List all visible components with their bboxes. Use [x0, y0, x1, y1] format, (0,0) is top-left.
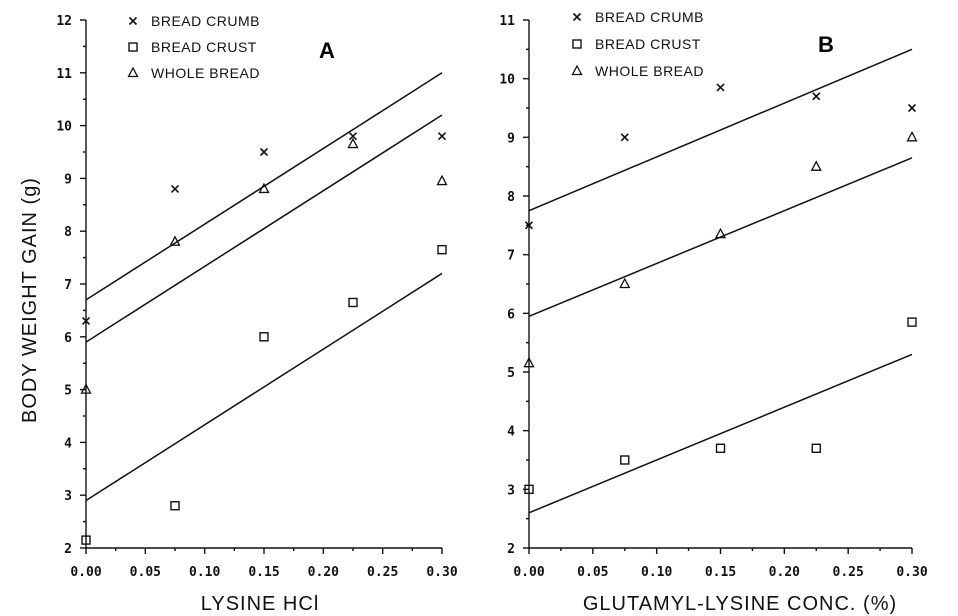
- x-tick-label: 0.15: [248, 565, 279, 580]
- x-tick-label: 0.05: [577, 565, 608, 580]
- x-tick-label: 0.10: [189, 565, 220, 580]
- x-tick-label: 0.20: [308, 565, 339, 580]
- y-tick-label: 2: [64, 542, 72, 557]
- data-point-bread-crumb: [524, 221, 534, 230]
- panel-a: 2 3 4 5 6 7 8 9 10 11 12 0.00 0.05 0.10 0.15 0.20 0.25 0.…: [56, 13, 457, 615]
- data-point-whole-bread: [523, 356, 535, 368]
- legend-label-bread-crust: BREAD CRUST: [595, 36, 701, 52]
- x-tick-label: 0.30: [426, 565, 457, 580]
- x-tick-label: 0.15: [705, 565, 736, 580]
- data-point-bread-crust: [715, 443, 726, 453]
- y-tick-label: 5: [507, 366, 515, 381]
- y-tick-label: 8: [507, 190, 515, 205]
- x-axis-label: LYSINE HCl: [201, 593, 320, 615]
- y-tick-label: 3: [507, 483, 515, 498]
- legend-label-whole-bread: WHOLE BREAD: [595, 63, 704, 79]
- x-tick-label: 0.25: [367, 565, 398, 580]
- legend-marker-whole-bread: [127, 66, 139, 78]
- data-point-whole-bread: [80, 383, 92, 394]
- y-tick-label: 9: [64, 172, 72, 187]
- y-tick-label: 10: [499, 73, 515, 88]
- panel-letter: B: [818, 32, 834, 57]
- x-axis-label: GLUTAMYL-LYSINE CONC. (%): [583, 593, 897, 615]
- data-point-bread-crust: [170, 501, 180, 511]
- fit-line-bread-crumb: [528, 48, 913, 212]
- data-point-bread-crumb: [907, 103, 917, 113]
- y-tick-label: 7: [507, 249, 515, 264]
- legend-label-whole-bread: WHOLE BREAD: [151, 65, 260, 81]
- data-point-bread-crust: [81, 535, 91, 545]
- x-tick-label: 0.30: [896, 565, 927, 580]
- legend-marker-bread-crumb: [572, 12, 582, 22]
- data-point-bread-crust: [907, 317, 917, 327]
- legend-marker-bread-crust: [128, 42, 138, 52]
- legend-marker-bread-crust: [572, 39, 582, 49]
- data-point-whole-bread: [436, 174, 448, 186]
- data-point-whole-bread: [169, 235, 181, 246]
- legend-label-bread-crumb: BREAD CRUMB: [595, 9, 704, 25]
- y-tick-label: 2: [507, 542, 515, 557]
- data-point-bread-crust: [348, 297, 358, 308]
- legend-label-bread-crust: BREAD CRUST: [151, 39, 257, 55]
- fit-line-whole-bread: [85, 114, 443, 343]
- data-point-whole-bread: [810, 160, 822, 171]
- y-axis-label: BODY WEIGHT GAIN (g): [19, 177, 41, 423]
- fit-line-bread-crust: [85, 272, 443, 502]
- data-point-bread-crust: [437, 244, 447, 255]
- data-point-bread-crumb: [716, 83, 725, 92]
- data-point-bread-crumb: [620, 133, 629, 142]
- x-tick-label: 0.20: [769, 565, 800, 580]
- legend-marker-whole-bread: [571, 64, 583, 76]
- data-point-bread-crust: [811, 443, 821, 453]
- x-tick-label: 0.00: [70, 565, 101, 580]
- y-tick-label: 6: [64, 331, 72, 346]
- legend-label-bread-crumb: BREAD CRUMB: [151, 13, 260, 29]
- data-point-whole-bread: [714, 227, 727, 239]
- y-tick-label: 4: [507, 425, 515, 440]
- y-tick-label: 7: [64, 278, 72, 293]
- data-point-bread-crumb: [81, 316, 91, 326]
- data-point-bread-crust: [524, 484, 534, 495]
- data-point-bread-crumb: [812, 92, 821, 101]
- y-tick-label: 10: [56, 120, 72, 135]
- data-point-bread-crumb: [259, 147, 269, 157]
- x-tick-label: 0.05: [130, 565, 161, 580]
- fit-line-bread-crust: [528, 353, 913, 514]
- x-tick-label: 0.25: [833, 565, 864, 580]
- data-point-whole-bread: [347, 137, 359, 149]
- data-point-bread-crust: [259, 332, 269, 342]
- data-point-bread-crumb: [348, 132, 358, 141]
- y-tick-label: 8: [64, 225, 72, 240]
- y-tick-label: 5: [64, 384, 72, 399]
- data-point-bread-crumb: [170, 184, 180, 194]
- data-point-whole-bread: [258, 182, 270, 194]
- fit-line-bread-crumb: [85, 72, 443, 301]
- x-tick-label: 0.00: [513, 565, 544, 580]
- y-tick-label: 4: [64, 436, 72, 451]
- y-tick-label: 6: [507, 307, 515, 322]
- data-point-whole-bread: [619, 277, 631, 289]
- y-tick-label: 9: [507, 131, 515, 146]
- legend-marker-bread-crumb: [128, 16, 138, 26]
- panel-letter: A: [319, 38, 335, 63]
- data-point-whole-bread: [906, 130, 918, 142]
- data-point-bread-crumb: [437, 132, 447, 141]
- x-tick-label: 0.10: [641, 565, 672, 580]
- y-tick-label: 11: [499, 14, 515, 29]
- y-tick-label: 11: [56, 67, 72, 82]
- y-tick-label: 12: [56, 14, 72, 29]
- y-tick-label: 3: [64, 489, 72, 504]
- panel-b: 2 3 4 5 6 7 8 9 10 11 0.00 0.05 0.10 0.15 0.20 0.25 0.30…: [499, 9, 927, 615]
- data-point-bread-crust: [620, 455, 630, 465]
